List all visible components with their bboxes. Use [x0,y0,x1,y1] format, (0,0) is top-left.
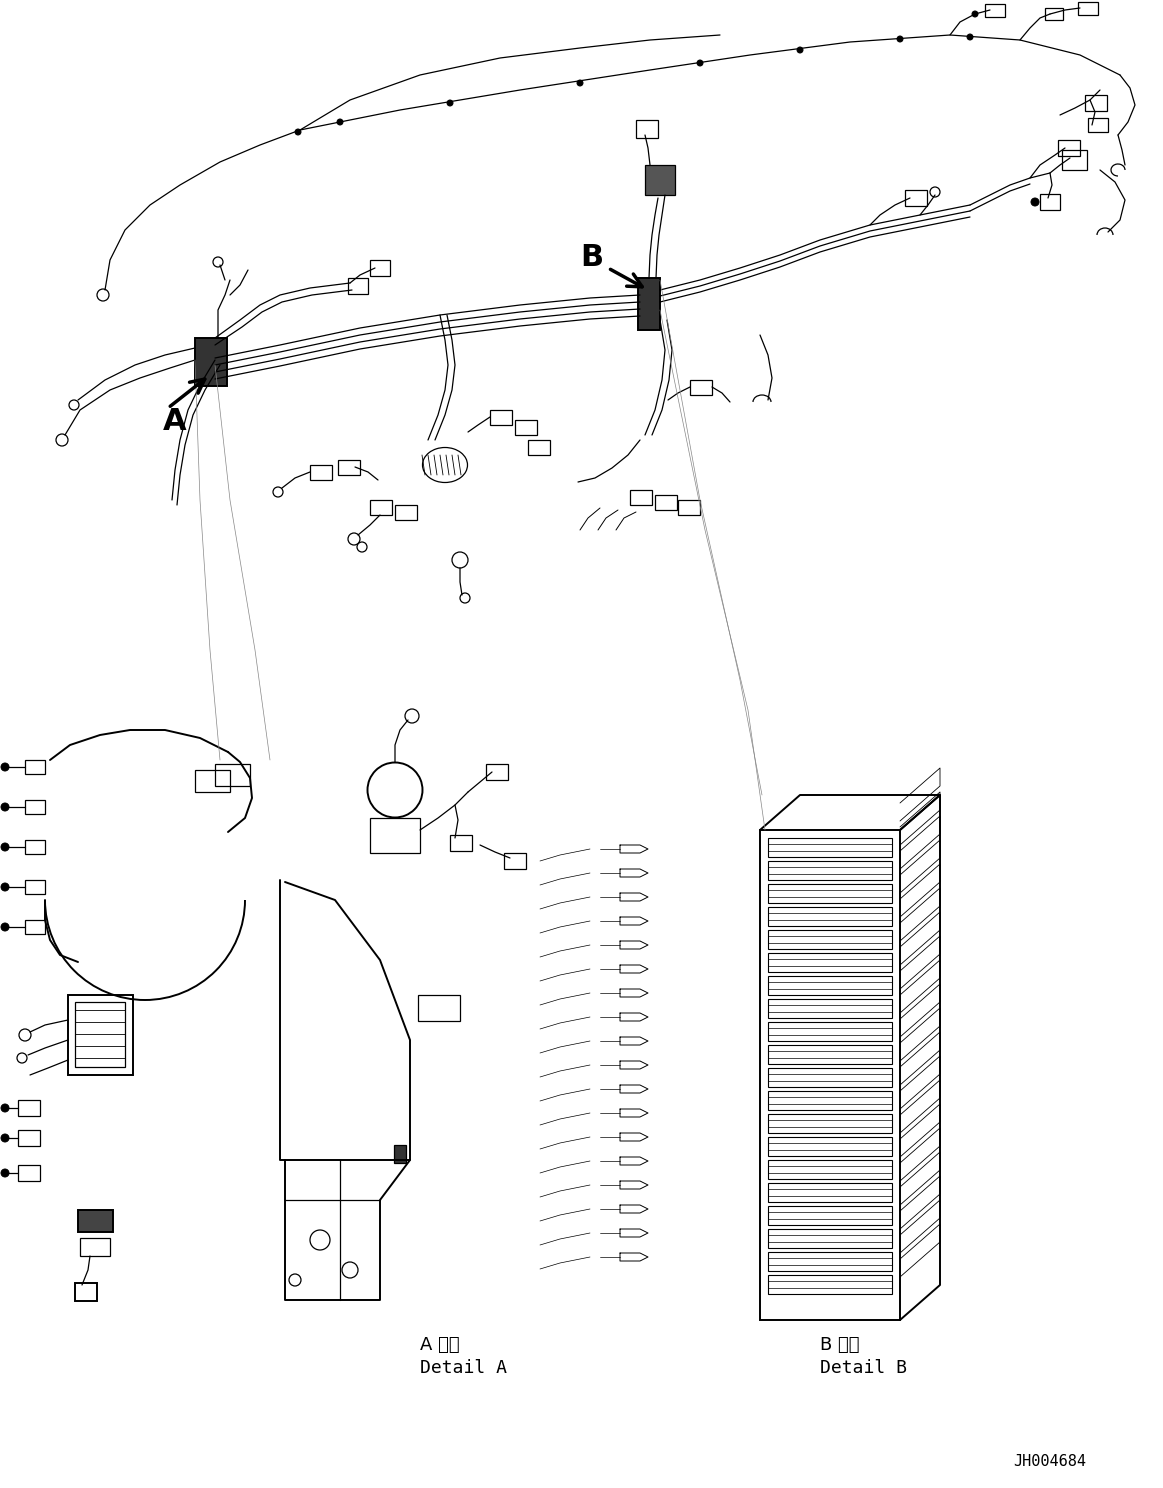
Bar [768,930,892,949]
Circle shape [1,1170,9,1177]
Bar [370,818,420,853]
Bar [1078,1,1098,15]
Bar [78,1210,113,1232]
Text: A 詳細: A 詳細 [420,1336,459,1354]
Bar [486,763,508,780]
Bar [768,1275,892,1295]
Bar [645,165,675,195]
Bar [768,1205,892,1225]
Bar [768,1183,892,1202]
Circle shape [295,129,301,135]
Bar [418,995,461,1021]
Bar [768,1045,892,1064]
Bar [1085,95,1107,112]
Bar [1089,118,1108,132]
Text: B 詳細: B 詳細 [820,1336,859,1354]
Bar [1062,150,1087,170]
Circle shape [1032,198,1039,205]
Bar [67,995,133,1074]
Bar [768,862,892,879]
Circle shape [1,1134,9,1141]
Bar [768,1091,892,1110]
Circle shape [1,763,9,771]
Circle shape [447,100,454,106]
Bar [690,379,712,394]
Bar [74,1001,124,1067]
Bar [395,504,418,519]
Circle shape [337,119,343,125]
Text: A: A [163,408,187,436]
Bar [985,4,1005,16]
Bar [450,835,472,851]
Circle shape [966,34,973,40]
Bar [24,760,45,774]
Text: JH004684: JH004684 [1013,1454,1086,1470]
Bar [630,490,652,504]
Bar [1040,193,1059,210]
Bar [24,801,45,814]
Bar [370,260,390,275]
Circle shape [697,60,702,65]
Bar [80,1238,110,1256]
Bar [768,908,892,926]
Circle shape [897,36,902,42]
Bar [638,278,659,330]
Bar [24,841,45,854]
Bar [24,920,45,934]
Bar [678,500,700,515]
Bar [1058,140,1080,156]
Bar [370,500,392,515]
Bar [504,853,526,869]
Bar [195,769,230,792]
Bar [768,1251,892,1271]
Circle shape [577,80,583,86]
Bar [905,190,927,205]
Bar [768,1229,892,1248]
Bar [768,1022,892,1042]
Circle shape [1,882,9,891]
Bar [768,1161,892,1178]
Circle shape [1,923,9,931]
Bar [17,1129,40,1146]
Circle shape [972,10,978,16]
Bar [311,464,331,481]
Circle shape [1,804,9,811]
Bar [338,460,361,475]
Bar [17,1165,40,1181]
Bar [768,976,892,995]
Circle shape [1,844,9,851]
Bar [1046,7,1063,19]
Bar [768,838,892,857]
Bar [768,998,892,1018]
Bar [24,879,45,894]
Bar [768,1115,892,1132]
Bar [394,1144,406,1164]
Bar [215,763,250,786]
Text: Detail A: Detail A [420,1359,507,1376]
Bar [74,1283,97,1301]
Circle shape [1,1104,9,1112]
Bar [768,1068,892,1088]
Bar [759,830,900,1320]
Bar [490,411,512,426]
Circle shape [797,48,802,54]
Bar [636,121,658,138]
Bar [528,440,550,455]
Bar [515,420,537,434]
Bar [195,338,227,385]
Bar [348,278,368,295]
Bar [768,884,892,903]
Bar [768,952,892,972]
Bar [17,1100,40,1116]
Bar [768,1137,892,1156]
Text: Detail B: Detail B [820,1359,907,1376]
Bar [655,496,677,510]
Text: B: B [580,244,604,272]
